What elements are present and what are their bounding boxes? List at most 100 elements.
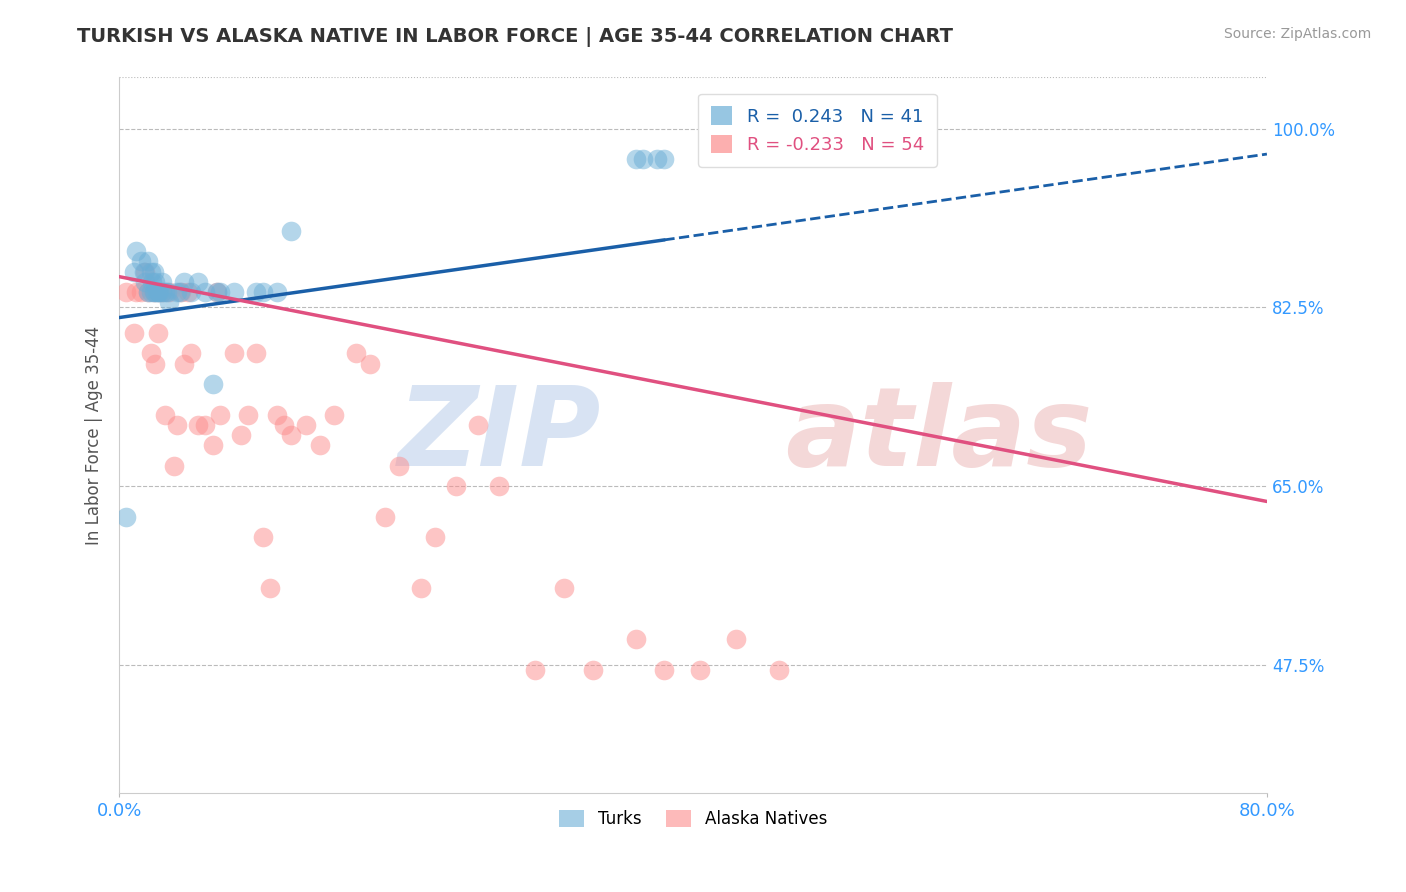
Point <box>139 264 162 278</box>
Point <box>173 275 195 289</box>
Point <box>488 479 510 493</box>
Point <box>725 632 748 647</box>
Point <box>166 417 188 432</box>
Point <box>205 285 228 299</box>
Point <box>266 285 288 299</box>
Point <box>645 152 668 166</box>
Point <box>359 357 381 371</box>
Point <box>624 152 647 166</box>
Point <box>582 663 605 677</box>
Point <box>139 285 162 299</box>
Point <box>187 275 209 289</box>
Point <box>446 479 468 493</box>
Point <box>122 326 145 340</box>
Point <box>294 417 316 432</box>
Point <box>143 357 166 371</box>
Point <box>125 244 148 259</box>
Point <box>136 285 159 299</box>
Point <box>156 285 179 299</box>
Point <box>148 285 170 299</box>
Point <box>180 346 202 360</box>
Point <box>222 346 245 360</box>
Point <box>309 438 332 452</box>
Point <box>654 663 676 677</box>
Point <box>150 285 173 299</box>
Point <box>245 285 267 299</box>
Point <box>132 264 155 278</box>
Y-axis label: In Labor Force | Age 35-44: In Labor Force | Age 35-44 <box>86 326 103 545</box>
Point <box>153 408 176 422</box>
Point <box>201 438 224 452</box>
Text: ZIP: ZIP <box>398 382 602 489</box>
Point <box>409 582 432 596</box>
Point <box>388 458 411 473</box>
Point <box>163 458 186 473</box>
Point <box>148 285 170 299</box>
Point <box>187 417 209 432</box>
Point <box>280 428 302 442</box>
Point <box>654 152 676 166</box>
Point <box>259 582 281 596</box>
Point <box>231 428 253 442</box>
Point <box>129 254 152 268</box>
Point <box>194 417 217 432</box>
Point <box>245 346 267 360</box>
Text: Source: ZipAtlas.com: Source: ZipAtlas.com <box>1223 27 1371 41</box>
Point <box>201 376 224 391</box>
Point <box>122 264 145 278</box>
Point <box>194 285 217 299</box>
Point <box>159 295 181 310</box>
Point <box>141 275 163 289</box>
Point <box>180 285 202 299</box>
Point <box>344 346 367 360</box>
Point <box>146 285 169 299</box>
Text: atlas: atlas <box>785 382 1092 489</box>
Point <box>205 285 228 299</box>
Point <box>139 346 162 360</box>
Text: TURKISH VS ALASKA NATIVE IN LABOR FORCE | AGE 35-44 CORRELATION CHART: TURKISH VS ALASKA NATIVE IN LABOR FORCE … <box>77 27 953 46</box>
Point <box>115 509 138 524</box>
Point <box>134 275 156 289</box>
Point <box>423 530 446 544</box>
Point <box>134 264 156 278</box>
Point <box>222 285 245 299</box>
Point <box>631 152 654 166</box>
Point <box>374 509 396 524</box>
Point <box>145 285 167 299</box>
Point <box>150 285 173 299</box>
Point <box>153 285 176 299</box>
Point <box>146 326 169 340</box>
Point <box>280 224 302 238</box>
Point <box>524 663 547 677</box>
Point <box>143 285 166 299</box>
Point <box>238 408 260 422</box>
Point <box>177 285 200 299</box>
Point <box>143 275 166 289</box>
Point <box>208 285 231 299</box>
Point <box>150 275 173 289</box>
Point <box>142 264 165 278</box>
Point <box>169 285 191 299</box>
Point <box>142 285 165 299</box>
Legend: Turks, Alaska Natives: Turks, Alaska Natives <box>553 803 834 834</box>
Point <box>553 582 575 596</box>
Point <box>136 254 159 268</box>
Point <box>129 285 152 299</box>
Point <box>136 285 159 299</box>
Point <box>142 285 165 299</box>
Point <box>173 357 195 371</box>
Point <box>208 408 231 422</box>
Point <box>323 408 346 422</box>
Point <box>252 530 274 544</box>
Point <box>266 408 288 422</box>
Point <box>273 417 295 432</box>
Point <box>689 663 711 677</box>
Point <box>170 285 193 299</box>
Point <box>115 285 138 299</box>
Point <box>467 417 489 432</box>
Point <box>166 285 188 299</box>
Point <box>159 285 181 299</box>
Point <box>624 632 647 647</box>
Point <box>125 285 148 299</box>
Point <box>768 663 790 677</box>
